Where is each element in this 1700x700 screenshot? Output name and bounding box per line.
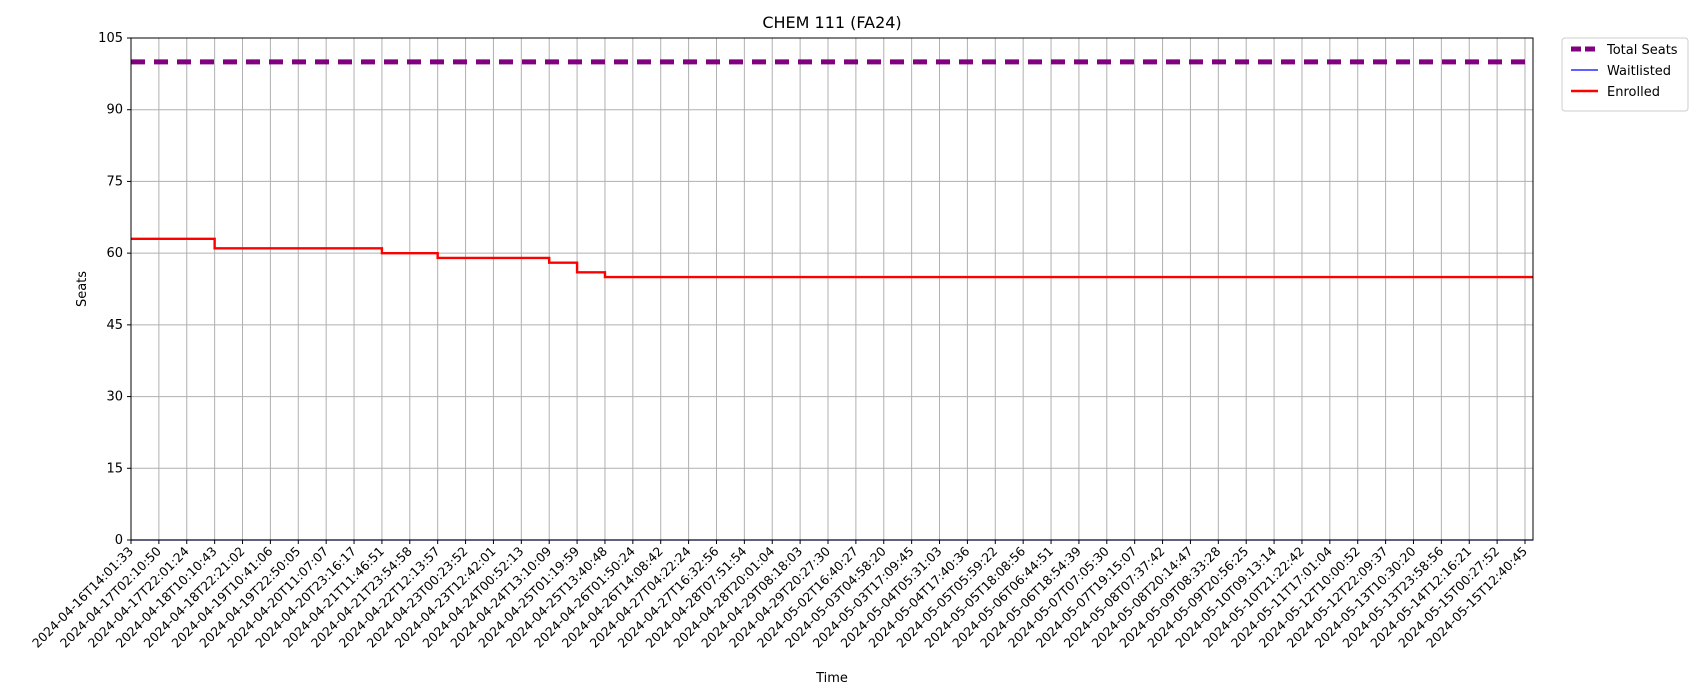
y-tick-label: 15 xyxy=(106,461,123,476)
chart-title: CHEM 111 (FA24) xyxy=(762,13,901,32)
y-tick-label: 90 xyxy=(106,103,123,118)
y-tick-label: 75 xyxy=(106,174,123,189)
y-axis-label: Seats xyxy=(75,271,90,307)
legend-label: Enrolled xyxy=(1607,85,1660,100)
legend-label: Total Seats xyxy=(1606,43,1678,58)
y-tick-label: 105 xyxy=(98,31,123,46)
y-tick-label: 45 xyxy=(106,318,123,333)
grid xyxy=(130,37,1533,541)
x-axis-label: Time xyxy=(815,671,848,686)
plot-frame xyxy=(130,37,1534,541)
legend-label: Waitlisted xyxy=(1607,64,1671,79)
legend: Total Seats Waitlisted Enrolled xyxy=(1561,37,1689,112)
y-tick-label: 30 xyxy=(106,390,123,405)
y-axis: 0 15 30 45 60 75 90 105 xyxy=(98,31,131,548)
legend-box xyxy=(1561,37,1689,112)
series-line-enrolled xyxy=(131,237,1533,279)
y-tick-label: 60 xyxy=(106,246,123,261)
x-axis: 2024-04-16T14:01:332024-04-17T02:10:5020… xyxy=(29,540,1530,651)
y-tick-label: 0 xyxy=(115,533,123,548)
